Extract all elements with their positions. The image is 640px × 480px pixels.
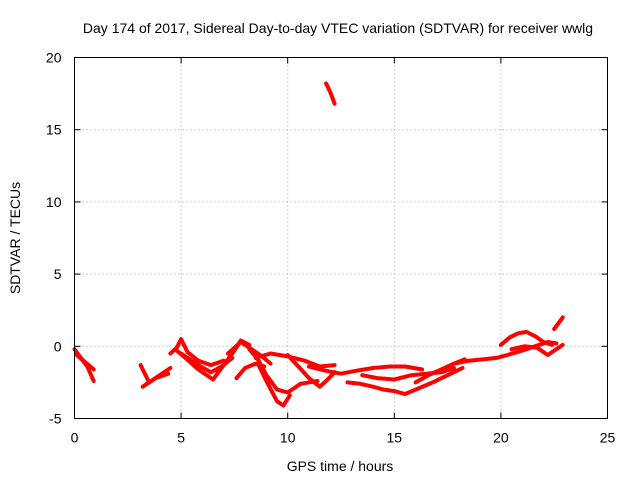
y-tick-label: 10 — [46, 194, 62, 210]
series-track-20 — [498, 329, 555, 347]
y-tick-label: 5 — [54, 266, 62, 282]
y-tick-label: -5 — [49, 411, 62, 427]
series-track-5 — [168, 337, 226, 368]
series-track-21 — [509, 342, 565, 357]
series-track-2 — [74, 353, 96, 372]
series-track-13 — [285, 353, 337, 389]
series-track-15 — [307, 364, 424, 376]
series-track-12 — [253, 351, 337, 369]
series-track-14 — [324, 81, 337, 106]
x-tick-label: 25 — [600, 430, 616, 446]
axis-ticks — [74, 57, 608, 419]
x-axis-label: GPS time / hours — [287, 458, 394, 474]
x-tick-labels: 0 5 10 15 20 25 — [71, 430, 616, 446]
series-track-4 — [140, 371, 171, 389]
series-track-11 — [255, 361, 292, 408]
chart-title: Day 174 of 2017, Sidereal Day-to-day VTE… — [83, 20, 593, 36]
series-track-22 — [552, 315, 565, 331]
series-track-19 — [452, 340, 559, 366]
series-track-16 — [345, 366, 465, 396]
x-tick-label: 5 — [177, 430, 185, 446]
plot-frame — [74, 57, 608, 419]
y-tick-labels: -5 0 5 10 15 20 — [46, 50, 62, 427]
y-axis-label: SDTVAR / TECUs — [7, 182, 23, 294]
y-tick-label: 15 — [46, 122, 62, 138]
series-track-17 — [360, 366, 456, 382]
x-tick-label: 15 — [387, 430, 403, 446]
x-tick-label: 10 — [280, 430, 296, 446]
y-tick-label: 20 — [46, 50, 62, 66]
y-tick-label: 0 — [54, 338, 62, 354]
grid — [74, 57, 608, 419]
series-track-7 — [179, 351, 235, 375]
x-tick-label: 0 — [71, 430, 79, 446]
data-series-group — [72, 81, 565, 408]
x-tick-label: 20 — [493, 430, 509, 446]
